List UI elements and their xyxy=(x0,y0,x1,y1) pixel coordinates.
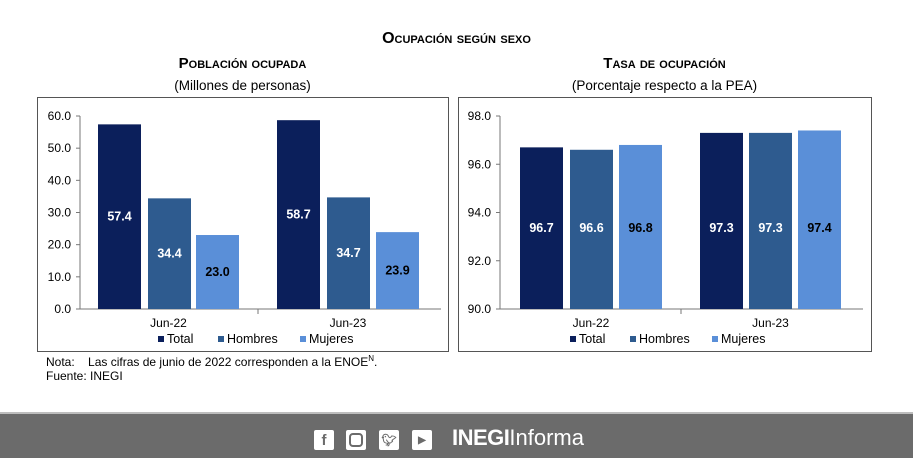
data-label: 58.7 xyxy=(286,208,310,222)
data-label: 97.3 xyxy=(758,221,782,235)
legend-swatch xyxy=(218,336,224,342)
data-label: 34.4 xyxy=(157,247,181,261)
y-tick-label: 96.0 xyxy=(468,157,492,171)
legend-label: Mujeres xyxy=(309,332,353,346)
bar-mujeres xyxy=(196,235,239,309)
bar-hombres xyxy=(570,149,613,309)
x-tick-label: Jun-22 xyxy=(573,316,610,330)
data-label: 96.7 xyxy=(529,221,553,235)
note-text: Las cifras de junio de 2022 corresponden… xyxy=(88,355,369,369)
data-label: 57.4 xyxy=(107,210,131,224)
brand-light: Informa xyxy=(509,425,584,450)
footer: f 🐦︎ ▶ INEGIInforma xyxy=(0,412,913,458)
bar-mujeres xyxy=(376,232,419,309)
legend-swatch xyxy=(712,336,718,342)
x-tick-label: Jun-23 xyxy=(330,316,367,330)
left-chart-subtitle: (Millones de personas) xyxy=(174,78,311,93)
bar-mujeres xyxy=(619,144,662,309)
y-tick-label: 40.0 xyxy=(48,173,72,187)
main-title: Ocupación según sexo xyxy=(382,30,531,47)
bar-mujeres xyxy=(798,130,841,309)
data-label: 23.9 xyxy=(385,264,409,278)
note-sup: N xyxy=(368,354,374,363)
bar-total xyxy=(277,120,320,309)
right-chart-title: Tasa de ocupación xyxy=(603,55,726,72)
note-label: Nota: xyxy=(46,355,75,369)
y-tick-label: 60.0 xyxy=(48,109,72,123)
y-tick-label: 50.0 xyxy=(48,141,72,155)
y-tick-label: 30.0 xyxy=(48,206,72,220)
legend-label: Mujeres xyxy=(721,332,765,346)
y-tick-label: 20.0 xyxy=(48,238,72,252)
charts-canvas: 0.0 10.0 20.0 30.0 40.0 50.0 60.0 Jun-22 57.4 34.… xyxy=(48,109,863,346)
legend-swatch xyxy=(300,336,306,342)
facebook-icon[interactable]: f xyxy=(314,430,334,450)
data-label: 96.6 xyxy=(579,221,603,235)
source: Fuente: INEGI xyxy=(46,369,123,383)
x-tick-label: Jun-22 xyxy=(150,316,187,330)
legend-swatch xyxy=(570,336,576,342)
inegi-informa-logo[interactable]: INEGIInforma xyxy=(452,425,584,451)
x-tick-label: Jun-23 xyxy=(752,316,789,330)
y-tick-label: 90.0 xyxy=(468,302,492,316)
bar-total xyxy=(98,124,141,309)
y-tick-label: 92.0 xyxy=(468,254,492,268)
bar-hombres xyxy=(327,197,370,309)
legend-swatch xyxy=(630,336,636,342)
y-tick-label: 0.0 xyxy=(54,302,71,316)
legend-label: Total xyxy=(167,332,193,346)
right-chart-subtitle: (Porcentaje respecto a la PEA) xyxy=(571,78,758,93)
note-end: . xyxy=(373,355,378,369)
legend-swatch xyxy=(158,336,164,342)
data-label: 97.4 xyxy=(807,221,831,235)
legend-label: Hombres xyxy=(639,332,690,346)
left-chart-frame xyxy=(37,97,449,352)
data-label: 34.7 xyxy=(336,246,360,260)
bar-hombres xyxy=(148,198,191,309)
right-chart-frame xyxy=(458,97,872,352)
bar-hombres xyxy=(749,132,792,309)
legend-label: Hombres xyxy=(227,332,278,346)
data-label: 23.0 xyxy=(205,265,229,279)
bar-total xyxy=(520,147,563,309)
data-label: 96.8 xyxy=(628,221,652,235)
legend-label: Total xyxy=(579,332,605,346)
brand-bold: INEGI xyxy=(452,425,510,450)
y-tick-label: 98.0 xyxy=(468,109,492,123)
twitter-icon[interactable]: 🐦︎ xyxy=(379,430,399,450)
y-tick-label: 94.0 xyxy=(468,206,492,220)
youtube-icon[interactable]: ▶ xyxy=(412,430,432,450)
data-label: 97.3 xyxy=(709,221,733,235)
bar-total xyxy=(700,132,743,309)
y-tick-label: 10.0 xyxy=(48,270,72,284)
instagram-icon[interactable] xyxy=(346,430,366,450)
left-chart-title: Población ocupada xyxy=(178,55,307,72)
note: Nota: Las cifras de junio de 2022 corres… xyxy=(46,354,377,369)
